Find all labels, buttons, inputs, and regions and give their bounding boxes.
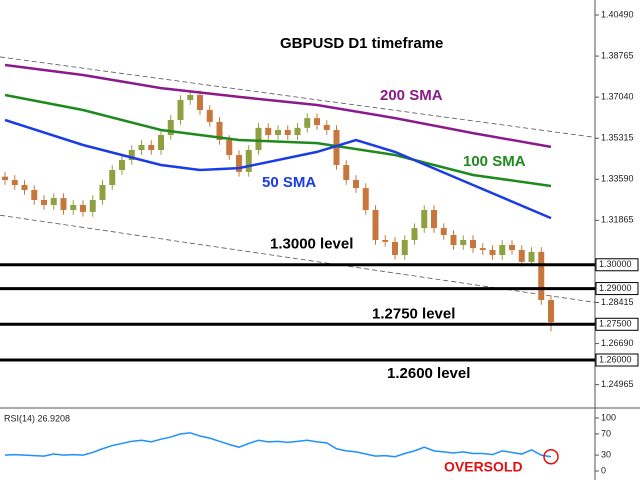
level-tag-label: 1.27500 (599, 319, 632, 329)
y-tick-label: 1.28415 (601, 297, 634, 307)
candle-body (489, 250, 496, 255)
moving-average-line (4, 93, 552, 188)
candle-body (11, 180, 18, 185)
candle-body (60, 198, 67, 210)
oversold-marker (543, 448, 559, 465)
candle-body (148, 145, 155, 150)
candle-body (421, 210, 428, 229)
y-tick-label: 70 (601, 428, 611, 438)
candle-body (2, 176, 8, 180)
candle-body (343, 165, 350, 180)
y-tick-label: 1.26690 (601, 338, 634, 348)
candle-body (392, 241, 398, 255)
candle-body (245, 150, 252, 172)
level-tag (595, 353, 639, 367)
y-tick-label: 0 (601, 465, 606, 475)
candle-body (528, 251, 535, 262)
candle-body (382, 240, 389, 242)
candle-body (187, 95, 194, 100)
level-tag (595, 317, 639, 331)
candle-body (109, 170, 116, 185)
y-tick-label: 1.38765 (601, 50, 634, 60)
y-tick-label: 1.40490 (601, 9, 634, 19)
candle-body (460, 240, 467, 245)
level-tag-label: 1.30000 (599, 259, 632, 269)
candle-body (236, 155, 242, 172)
candle-body (470, 240, 476, 249)
candle-body (265, 127, 272, 135)
moving-average-label: 100 SMA (463, 153, 526, 170)
y-tick-label: 1.31865 (601, 215, 634, 225)
y-tick-label: 1.33590 (601, 174, 634, 184)
candle-body (372, 210, 379, 240)
candle-body (333, 130, 340, 165)
candle-body (314, 118, 320, 125)
y-tick-label: 1.35315 (601, 133, 634, 143)
candle-body (353, 180, 359, 189)
candle-body (431, 210, 437, 229)
candle-body (538, 251, 545, 300)
candle-body (206, 110, 213, 122)
candle-body (80, 205, 86, 212)
candle-body (411, 228, 418, 240)
candle-body (323, 125, 330, 130)
candle-body (128, 150, 135, 160)
candle-body (362, 188, 369, 210)
y-tick-label: 1.24965 (601, 379, 634, 389)
candle-body (226, 140, 233, 155)
candle-body (518, 250, 525, 262)
candle-body (70, 205, 77, 210)
level-label: 1.3000 level (270, 236, 353, 253)
trend-channel-line (0, 214, 596, 303)
candle-body (509, 245, 515, 250)
candle-body (440, 228, 447, 235)
candle-body (450, 235, 457, 245)
y-tick-label: 1.37040 (601, 92, 634, 102)
level-tag (595, 282, 639, 296)
level-label: 1.2750 level (372, 305, 455, 322)
candle-body (479, 248, 486, 250)
moving-average-line (4, 63, 552, 149)
candle-body (548, 300, 554, 323)
annotation: OVERSOLD (444, 459, 523, 475)
moving-average-label: 50 SMA (262, 174, 316, 191)
level-tag (595, 258, 639, 272)
candle-body (177, 100, 184, 120)
candle-body (499, 245, 506, 255)
candle-body (284, 130, 291, 135)
candle-body (31, 190, 38, 200)
candle-body (216, 121, 223, 140)
candle-body (294, 127, 301, 135)
candle-body (197, 95, 203, 110)
level-tag-label: 1.29000 (599, 283, 632, 293)
candle-body (41, 200, 47, 205)
y-tick-label: 30 (601, 449, 611, 459)
candle-body (304, 118, 311, 128)
trend-channel-line (0, 56, 596, 138)
candle-body (138, 145, 145, 150)
rsi-line (4, 432, 552, 458)
candle-body (89, 200, 96, 212)
candle-body (158, 135, 164, 150)
moving-average-label: 200 SMA (380, 87, 443, 104)
rsi-title: RSI(14) 26.9208 (4, 413, 70, 423)
candle-body (50, 198, 57, 205)
y-tick-label: 100 (601, 412, 616, 422)
level-label: 1.2600 level (387, 365, 470, 382)
candle-body (255, 127, 262, 150)
level-tag-label: 1.26000 (599, 354, 632, 364)
candle-body (21, 185, 28, 190)
chart-title: GBPUSD D1 timeframe (280, 35, 443, 52)
candle-body (401, 240, 408, 255)
candle-body (167, 120, 174, 135)
moving-average-line (4, 118, 552, 220)
candle-body (99, 185, 106, 200)
candle-body (119, 160, 125, 170)
candle-body (275, 130, 281, 135)
